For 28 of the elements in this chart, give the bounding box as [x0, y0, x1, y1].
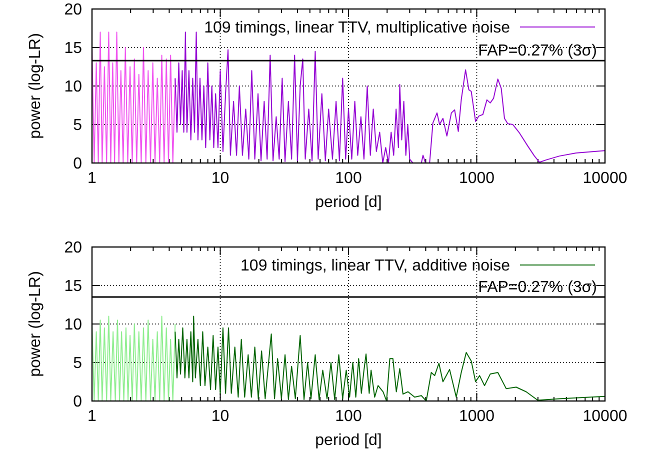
y-axis-title: power (log-LR) — [27, 33, 44, 139]
legend-label: 109 timings, linear TTV, multiplicative noise — [204, 20, 510, 37]
x-tick-label: 100 — [335, 170, 362, 187]
annotation: FAP=0.27% (3σ) — [478, 42, 597, 60]
y-tick-label: 15 — [64, 278, 82, 296]
x-axis-title: period [d] — [315, 432, 382, 449]
x-axis-title: period [d] — [315, 194, 382, 211]
x-tick-label: 1000 — [458, 408, 495, 425]
y-tick-label: 15 — [64, 40, 82, 58]
y-tick-label: 0 — [73, 394, 82, 411]
legend-label: 109 timings, linear TTV, additive noise — [240, 258, 510, 275]
annotation: FAP=0.27% (3σ) — [478, 279, 597, 296]
y-tick-label: 0 — [73, 156, 82, 173]
x-tick-label: 100 — [335, 408, 362, 425]
y-axis-title: power (log-LR) — [27, 271, 44, 377]
x-tick-label: 10000 — [582, 408, 628, 425]
x-tick-label: 1 — [88, 170, 97, 187]
y-tick-label: 10 — [64, 316, 82, 334]
y-tick-label: 10 — [64, 78, 82, 96]
x-tick-label: 1000 — [458, 170, 495, 187]
x-tick-label: 1 — [88, 408, 97, 425]
y-tick-label: 5 — [73, 355, 82, 372]
x-tick-label: 10000 — [582, 170, 628, 187]
y-tick-label: 5 — [73, 117, 82, 134]
y-tick-label: 20 — [64, 240, 82, 257]
y-tick-label: 20 — [64, 2, 82, 19]
x-tick-label: 10 — [211, 170, 230, 187]
x-tick-label: 10 — [211, 408, 230, 425]
